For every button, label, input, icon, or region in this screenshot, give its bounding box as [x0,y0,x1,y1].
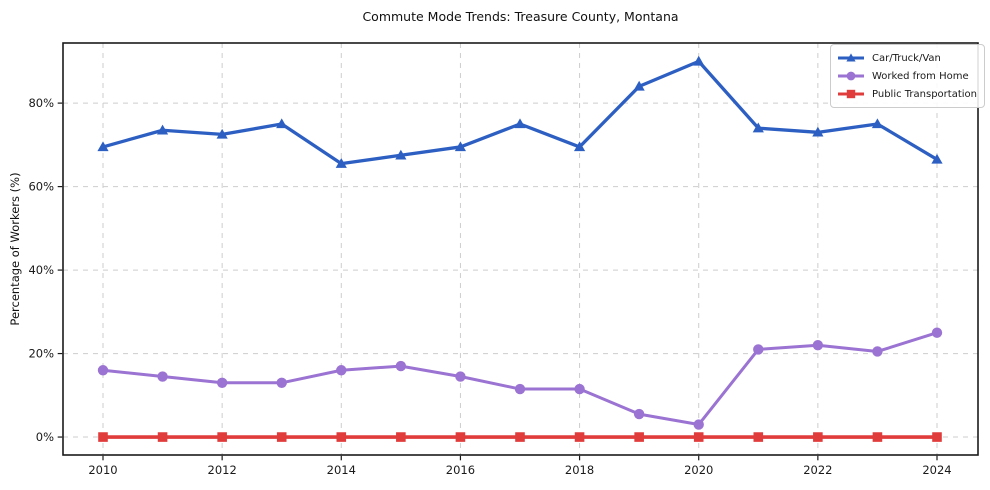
marker-car-truck-van [156,124,169,135]
chart-title: Commute Mode Trends: Treasure County, Mo… [362,9,679,24]
marker-worked-from-home [931,327,943,338]
marker-public-transportation [932,432,942,442]
marker-car-truck-van [931,153,943,164]
x-tick-label: 2024 [922,463,951,477]
marker-worked-from-home [693,419,704,430]
marker-public-transportation [276,432,287,442]
marker-worked-from-home [276,377,287,388]
plot-border [62,42,979,456]
marker-public-transportation [813,432,823,442]
x-tick-label: 2020 [684,463,713,477]
square-legend-marker-icon [838,89,864,99]
marker-worked-from-home [97,365,109,376]
marker-public-transportation [515,432,525,442]
circle-legend-marker-icon [838,71,864,81]
y-tick-label: 20% [28,347,54,361]
series-line-car-truck-van [101,59,939,166]
marker-public-transportation [396,432,406,442]
x-tick-label: 2014 [327,463,356,477]
marker-worked-from-home [872,346,883,357]
marker-car-truck-van [395,149,407,160]
marker-public-transportation [217,432,227,442]
y-tick-label: 0% [36,430,54,444]
marker-worked-from-home [574,383,585,395]
marker-car-truck-van [752,122,764,133]
marker-car-truck-van [693,55,705,66]
marker-public-transportation [753,432,764,442]
marker-car-truck-van [633,80,645,91]
marker-public-transportation [98,432,108,442]
marker-worked-from-home [157,371,168,382]
x-tick-label: 2022 [803,463,832,477]
series-line-worked-from-home [101,331,939,427]
y-tick-label: 60% [28,180,54,194]
x-tick-label: 2018 [565,463,594,477]
legend-item-worked-from-home: Worked from Home [837,67,977,85]
marker-worked-from-home [633,408,645,420]
y-axis-label: Percentage of Workers (%) [8,172,22,326]
legend-item-car-truck-van: Car/Truck/Van [837,49,977,67]
marker-public-transportation [872,432,883,442]
marker-car-truck-van [871,118,884,129]
x-tick-label: 2016 [446,463,475,477]
marker-car-truck-van [812,126,824,137]
marker-public-transportation [693,432,704,442]
marker-car-truck-van [573,141,586,152]
legend-item-public-transportation: Public Transportation [837,85,977,103]
marker-public-transportation [157,432,168,442]
marker-worked-from-home [336,365,347,376]
marker-car-truck-van [276,118,288,129]
marker-public-transportation [336,432,347,442]
x-tick-label: 2010 [88,463,117,477]
marker-car-truck-van [454,141,467,152]
marker-worked-from-home [514,383,526,395]
marker-public-transportation [634,432,644,442]
legend-label: Worked from Home [872,70,969,82]
legend: Car/Truck/Van Worked from Home Public Tran… [830,44,985,108]
marker-public-transportation [574,432,585,442]
marker-worked-from-home [753,344,764,355]
marker-worked-from-home [216,377,228,388]
marker-car-truck-van [97,141,109,152]
marker-public-transportation [455,432,466,442]
legend-label: Car/Truck/Van [872,52,941,64]
y-tick-label: 80% [28,96,54,110]
x-tick-label: 2012 [208,463,237,477]
marker-car-truck-van [335,158,347,168]
y-tick-label: 40% [28,263,54,277]
marker-worked-from-home [395,360,407,372]
marker-worked-from-home [455,371,466,382]
triangle-legend-marker-icon [838,53,864,62]
marker-car-truck-van [216,128,228,139]
marker-car-truck-van [514,118,526,129]
legend-label: Public Transportation [872,88,977,100]
marker-worked-from-home [812,340,824,351]
